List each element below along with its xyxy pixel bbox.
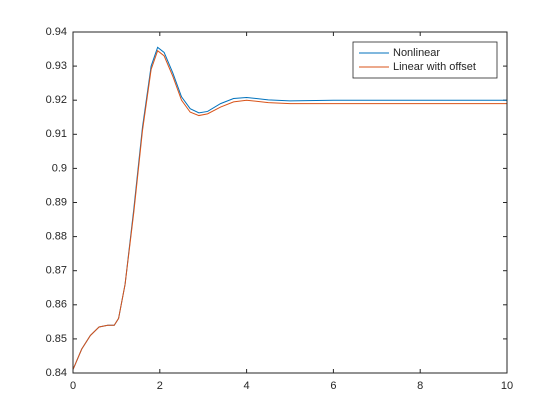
x-tick-label: 0	[70, 380, 76, 392]
x-tick-label: 6	[330, 380, 336, 392]
y-tick-label: 0.92	[46, 94, 67, 106]
x-tick-label: 2	[157, 380, 163, 392]
axes-box	[72, 31, 508, 374]
y-tick-label: 0.87	[46, 265, 67, 277]
y-tick-label: 0.88	[46, 231, 67, 243]
legend-label: Nonlinear	[393, 47, 440, 59]
y-tick-label: 0.86	[46, 299, 67, 311]
legend-box	[352, 41, 498, 79]
y-tick-label: 0.89	[46, 196, 67, 208]
data-line	[72, 49, 507, 370]
legend-label: Linear with offset	[393, 61, 476, 73]
y-tick-label: 0.84	[46, 367, 67, 379]
y-tick-label: 0.91	[46, 128, 67, 140]
y-tick-label: 0.85	[46, 333, 67, 345]
x-tick-label: 4	[244, 380, 250, 392]
x-tick-label: 8	[417, 380, 423, 392]
y-tick-label: 0.9	[52, 162, 67, 174]
plot-area	[73, 32, 507, 373]
x-tick-label: 10	[501, 380, 513, 392]
y-tick-label: 0.94	[46, 26, 67, 38]
y-tick-label: 0.93	[46, 60, 67, 72]
